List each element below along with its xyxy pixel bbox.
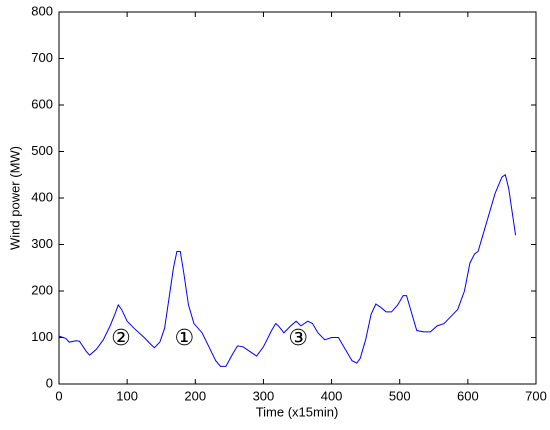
x-tick-label: 400 <box>321 388 343 403</box>
y-tick-label: 300 <box>31 236 53 251</box>
y-tick-label: 600 <box>31 96 53 111</box>
y-tick-label: 400 <box>31 189 53 204</box>
y-tick-label: 500 <box>31 143 53 158</box>
x-tick-label: 500 <box>389 388 411 403</box>
y-axis-label: Wind power (MW) <box>7 146 22 250</box>
y-tick-label: 800 <box>31 3 53 18</box>
x-tick-label: 600 <box>457 388 479 403</box>
data-line <box>58 173 517 367</box>
annotation: ① <box>175 326 195 351</box>
y-tick-label: 0 <box>46 375 53 390</box>
x-tick-label: 700 <box>525 388 547 403</box>
x-tick-label: 0 <box>55 388 62 403</box>
y-tick-label: 700 <box>31 50 53 65</box>
annotation: ② <box>111 326 131 351</box>
x-tick-label: 300 <box>253 388 275 403</box>
y-tick-label: 200 <box>31 282 53 297</box>
annotation: ③ <box>288 326 308 351</box>
x-tick-label: 200 <box>184 388 206 403</box>
x-axis-label: Time (x15min) <box>256 404 339 419</box>
x-tick-label: 100 <box>116 388 138 403</box>
y-tick-label: 100 <box>31 329 53 344</box>
